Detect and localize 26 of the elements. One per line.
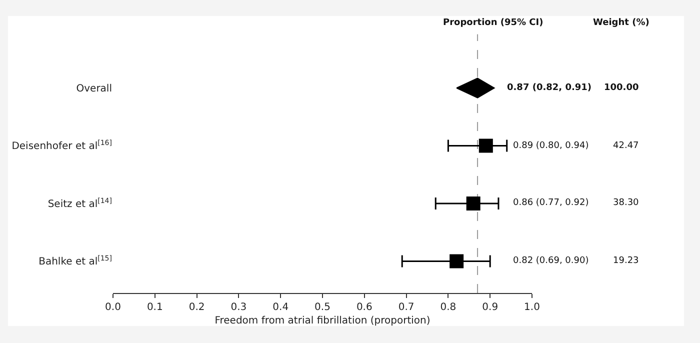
x-tick-label: 0.9 bbox=[482, 302, 498, 313]
text: 38.30 bbox=[613, 198, 640, 208]
x-tick-label: 0.7 bbox=[398, 302, 414, 313]
x-tick-label: 0.4 bbox=[272, 302, 289, 313]
x-tick-label: 0.1 bbox=[146, 302, 163, 313]
y-tick-label: Bahlke et al$^{[15]}$ bbox=[38, 254, 112, 268]
y-tick-label: Deisenhofer et al$^{[16]}$ bbox=[12, 139, 112, 152]
x-axis-title: Freedom from atrial fibrillation (proportion) bbox=[214, 316, 430, 326]
x-tick-label: 1.0 bbox=[524, 302, 540, 313]
x-tick-label: 0.6 bbox=[356, 302, 372, 313]
x-tick-label: 0.0 bbox=[105, 302, 121, 313]
x-tick-label: 0.8 bbox=[440, 302, 456, 313]
data-label: 0.86 (0.77, 0.92) bbox=[513, 198, 589, 208]
text: 42.47 bbox=[613, 141, 639, 151]
data-label: 0.89 (0.80, 0.94) bbox=[513, 141, 589, 151]
x-tick-label: 0.5 bbox=[314, 302, 330, 313]
text: 100.00 bbox=[604, 83, 639, 93]
data-label: 0.87 (0.82, 0.91) bbox=[507, 83, 592, 93]
text: 19.23 bbox=[613, 256, 639, 266]
y-tick-label: Seitz et al$^{[14]}$ bbox=[48, 196, 112, 210]
text: Weight (%) bbox=[593, 18, 650, 28]
x-tick-label: 0.2 bbox=[188, 302, 205, 313]
x-tick-label: 0.3 bbox=[230, 302, 247, 313]
text: Proportion (95% CI) bbox=[443, 18, 544, 28]
y-tick-label: Overall bbox=[76, 83, 112, 94]
data-label: 0.82 (0.69, 0.90) bbox=[513, 256, 589, 266]
